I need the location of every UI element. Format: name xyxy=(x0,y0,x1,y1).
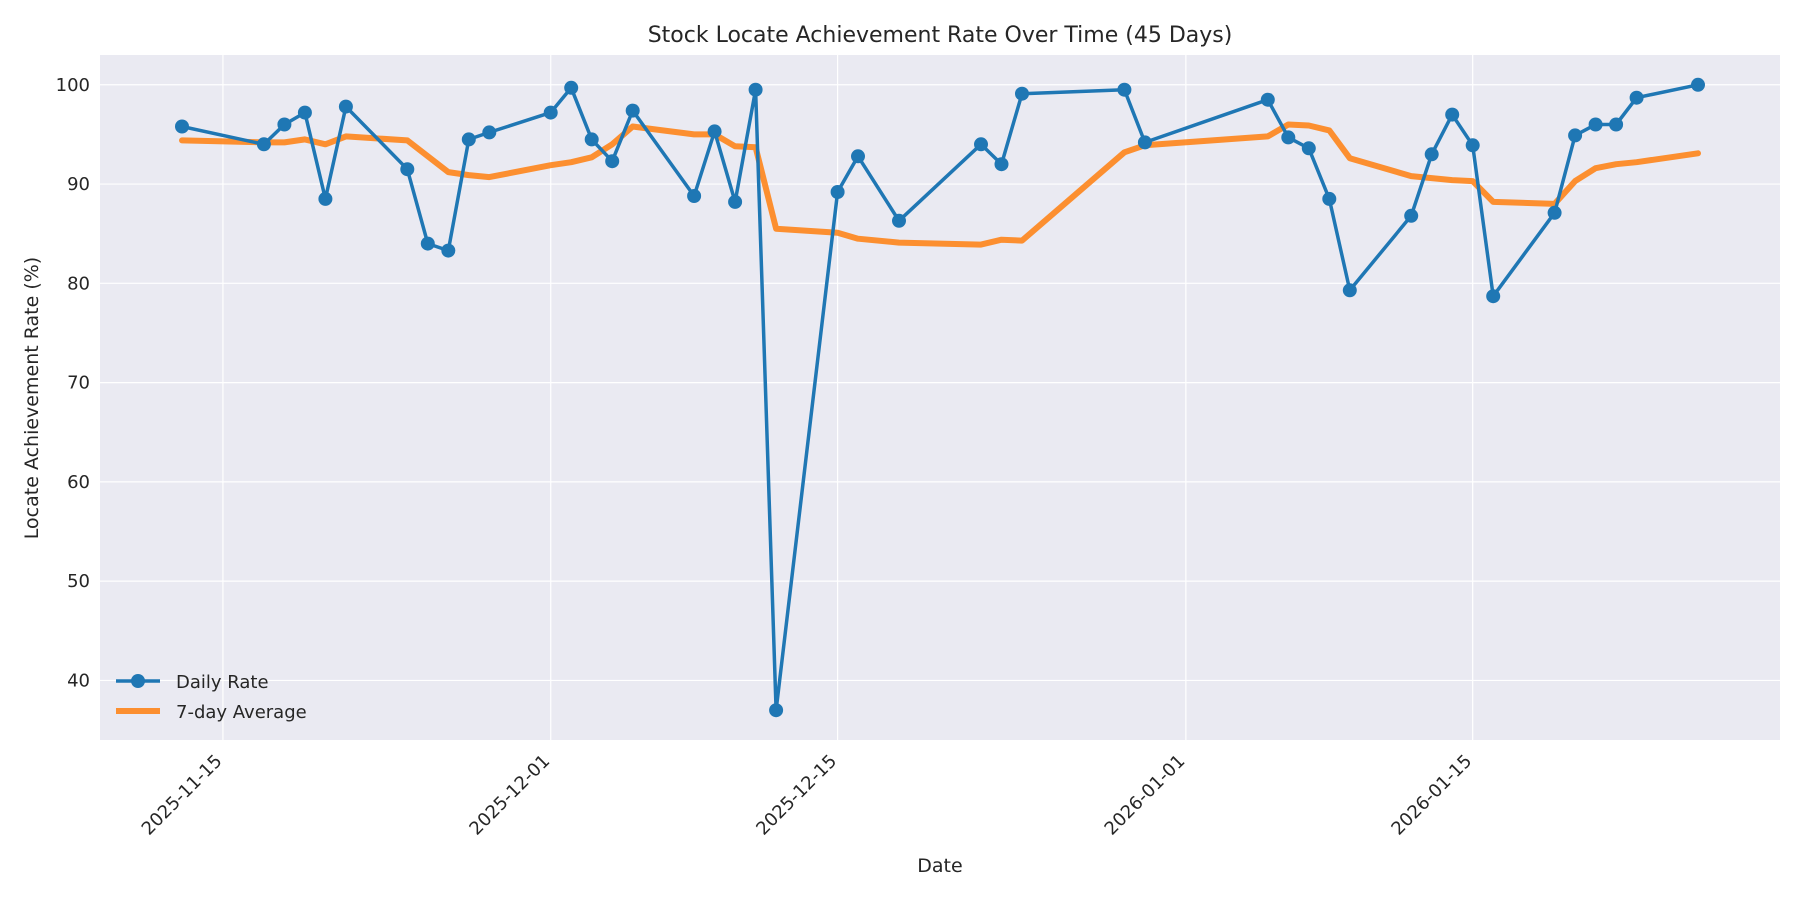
y-tick-label: 50 xyxy=(67,571,90,592)
data-point-daily-rate xyxy=(482,125,497,140)
legend: Daily Rate 7-day Average xyxy=(116,672,307,723)
y-tick-label: 90 xyxy=(67,174,90,195)
data-point-daily-rate xyxy=(974,137,988,152)
data-point-daily-rate xyxy=(338,99,353,114)
x-tick-label: 2025-12-01 xyxy=(465,751,554,840)
data-point-daily-rate xyxy=(1568,128,1583,143)
plot-area xyxy=(100,55,1780,740)
data-point-daily-rate xyxy=(1117,82,1132,97)
data-point-daily-rate xyxy=(1260,92,1275,107)
y-tick-label: 80 xyxy=(67,273,90,294)
data-point-daily-rate xyxy=(1629,90,1644,105)
legend-label-daily-rate: Daily Rate xyxy=(176,672,269,693)
y-tick-label: 100 xyxy=(56,75,90,96)
data-point-daily-rate xyxy=(830,185,845,199)
data-point-daily-rate xyxy=(1609,117,1624,132)
data-point-daily-rate xyxy=(892,213,906,228)
series-line-7-day-average xyxy=(179,121,1701,248)
x-tick-label: 2026-01-01 xyxy=(1101,751,1190,840)
data-point-daily-rate xyxy=(441,243,456,258)
legend-label-7-day-average: 7-day Average xyxy=(176,702,307,723)
data-point-daily-rate xyxy=(1445,107,1460,122)
data-point-daily-rate xyxy=(1137,135,1152,150)
data-point-daily-rate xyxy=(1301,141,1316,156)
data-point-daily-rate xyxy=(420,236,435,251)
data-point-daily-rate xyxy=(1465,138,1480,153)
data-point-daily-rate xyxy=(584,132,599,147)
data-point-daily-rate xyxy=(707,124,722,139)
data-point-daily-rate xyxy=(605,154,620,169)
data-point-daily-rate xyxy=(1404,208,1419,223)
data-point-daily-rate xyxy=(625,103,640,118)
data-point-daily-rate xyxy=(1015,86,1029,101)
data-point-daily-rate xyxy=(1322,191,1337,206)
y-axis-ticks: 40 50 60 70 80 90 100 xyxy=(56,75,90,692)
data-point-daily-rate xyxy=(1281,130,1296,145)
data-point-daily-rate xyxy=(400,162,415,177)
y-axis-label: Locate Achievement Rate (%) xyxy=(21,257,43,539)
legend-marker-daily-rate xyxy=(131,674,145,688)
data-point-daily-rate xyxy=(543,105,558,120)
data-point-daily-rate xyxy=(175,119,189,134)
data-point-daily-rate xyxy=(277,117,292,132)
data-point-daily-rate xyxy=(769,703,784,718)
data-point-daily-rate xyxy=(728,194,743,209)
series-layer xyxy=(175,77,1705,718)
data-point-daily-rate xyxy=(461,132,476,147)
legend-item-daily-rate: Daily Rate xyxy=(116,672,269,693)
data-point-daily-rate xyxy=(994,157,1009,172)
data-point-daily-rate xyxy=(1342,283,1357,298)
y-tick-label: 60 xyxy=(67,472,90,493)
data-point-daily-rate xyxy=(297,105,312,120)
x-axis-ticks: 2025-11-15 2025-12-01 2025-12-15 2026-01-01… xyxy=(138,751,1477,840)
data-point-daily-rate xyxy=(1691,77,1705,92)
x-tick-label: 2025-11-15 xyxy=(138,751,227,840)
data-point-daily-rate xyxy=(1547,205,1562,220)
data-point-daily-rate xyxy=(1486,289,1501,304)
data-point-daily-rate xyxy=(687,189,702,203)
x-axis-label: Date xyxy=(917,855,962,877)
chart-title: Stock Locate Achievement Rate Over Time … xyxy=(648,23,1233,48)
y-tick-label: 40 xyxy=(67,670,90,691)
x-tick-label: 2026-01-15 xyxy=(1387,751,1476,840)
data-point-daily-rate xyxy=(851,149,865,164)
x-tick-label: 2025-12-15 xyxy=(752,751,841,840)
data-point-daily-rate xyxy=(748,82,763,97)
legend-item-7-day-average: 7-day Average xyxy=(116,702,307,723)
data-point-daily-rate xyxy=(1588,117,1603,132)
y-tick-label: 70 xyxy=(67,373,90,394)
data-point-daily-rate xyxy=(256,137,271,152)
data-point-daily-rate xyxy=(564,80,579,95)
data-point-daily-rate xyxy=(318,191,333,206)
data-point-daily-rate xyxy=(1424,147,1439,162)
